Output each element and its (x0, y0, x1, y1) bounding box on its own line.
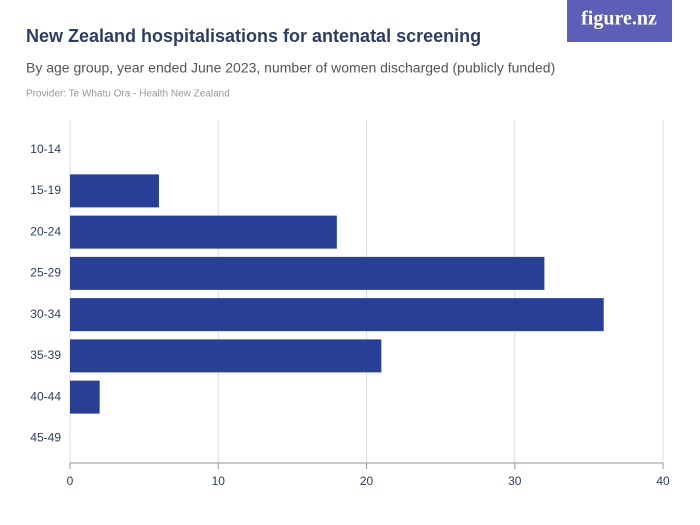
chart-title: New Zealand hospitalisations for antenat… (26, 26, 481, 46)
x-tick-label: 40 (656, 474, 670, 488)
bar (70, 298, 604, 332)
x-tick-label: 0 (67, 474, 74, 488)
bar (70, 174, 159, 208)
x-tick-label: 20 (360, 474, 374, 488)
bar (70, 380, 100, 414)
y-tick-label: 15-19 (30, 183, 61, 197)
x-tick-label: 30 (508, 474, 522, 488)
bar (70, 215, 337, 249)
bar (70, 256, 545, 290)
logo: figure.nz (581, 8, 657, 30)
y-tick-label: 25-29 (30, 266, 61, 280)
y-tick-label: 40-44 (30, 389, 61, 403)
chart-subtitle: By age group, year ended June 2023, numb… (26, 60, 555, 76)
y-tick-label: 45-49 (30, 431, 61, 445)
logo-box (567, 0, 672, 42)
y-tick-label: 35-39 (30, 348, 61, 362)
provider: Provider: Te Whatu Ora - Health New Zeal… (26, 89, 230, 100)
y-tick-label: 10-14 (30, 142, 61, 156)
y-tick-label: 20-24 (30, 224, 61, 238)
x-tick-label: 10 (212, 474, 226, 488)
bar (70, 339, 382, 373)
y-tick-label: 30-34 (30, 307, 61, 321)
